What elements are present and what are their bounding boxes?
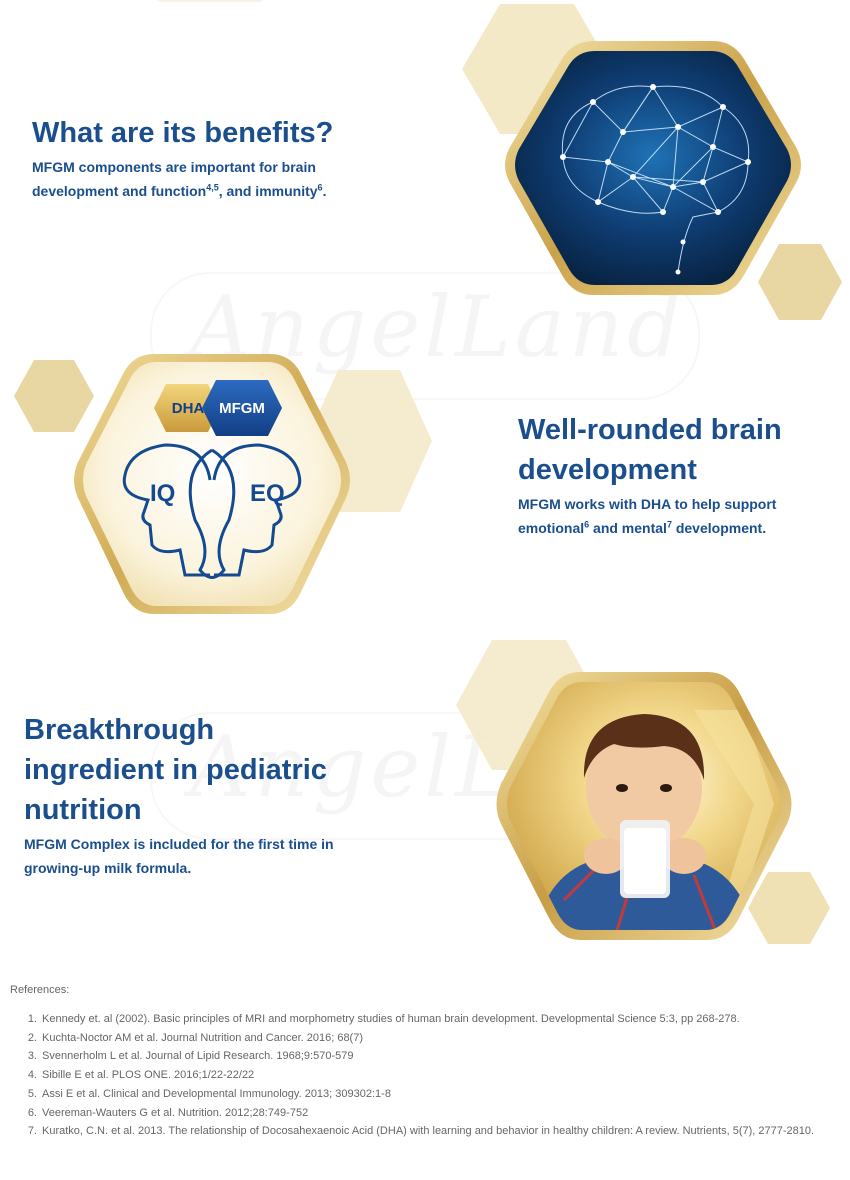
reference-number: 6. (27, 1106, 37, 1119)
reference-item: 4. Sibille E et al. PLOS ONE. 2016;1/22-2… (10, 1066, 845, 1085)
reference-number: 2. (27, 1031, 37, 1044)
brain-citation-7: 7 (666, 519, 672, 530)
benefits-body-line2c: . (322, 183, 327, 199)
iq-eq-heads-icon (74, 354, 350, 614)
benefits-body: MFGM components are important for brain … (32, 155, 432, 203)
reference-text: Kennedy et. al (2002). Basic principles … (42, 1013, 740, 1025)
brain-development-heading-line1: Well-rounded brain (518, 414, 782, 446)
breakthrough-heading-line2: ingredient in pediatric (24, 754, 327, 786)
reference-item: 3. Svennerholm L et al. Journal of Lipid … (10, 1047, 845, 1066)
hexagon-decoration-icon (156, 0, 264, 2)
reference-number: 4. (27, 1069, 37, 1082)
reference-text: Sibille E et al. PLOS ONE. 2016;1/22-22/… (42, 1069, 255, 1082)
reference-number: 3. (27, 1050, 37, 1063)
badge-dha: DHA (171, 400, 205, 417)
brain-citation-6: 6 (584, 519, 590, 530)
brain-development-heading-line2: development (518, 454, 697, 486)
brain-development-body-line2a: emotional (518, 520, 585, 536)
reference-text: Assi E et al. Clinical and Developmental… (42, 1087, 391, 1100)
brain-development-body-line2b: and mental (589, 520, 667, 536)
reference-text: Svennerholm L et al. Journal of Lipid Re… (42, 1050, 354, 1063)
reference-number: 5. (27, 1087, 37, 1100)
hexagon-decoration-icon (758, 244, 842, 320)
reference-number: 1. (27, 1013, 37, 1025)
brain-development-body: MFGM works with DHA to help support emot… (518, 492, 838, 540)
breakthrough-section: Breakthrough ingredient in pediatric nut… (0, 640, 850, 960)
label-eq: EQ (250, 480, 285, 507)
reference-item: 6. Veereman-Wauters G et al. Nutrition. 2… (10, 1104, 845, 1123)
breakthrough-body-line2: growing-up milk formula. (24, 860, 192, 876)
benefits-body-line2a: development and function (32, 183, 207, 199)
brain-development-body-line2c: development. (671, 520, 767, 536)
reference-item: 5. Assi E et al. Clinical and Development… (10, 1085, 845, 1104)
benefits-citation-4-5: 4,5 (206, 182, 219, 193)
references: References: 1. Kennedy et. al (2002). Bas… (10, 984, 845, 1141)
breakthrough-body-line1: MFGM Complex is included for the first t… (24, 836, 334, 852)
benefits-body-line2b: , and immunity (218, 183, 318, 199)
reference-item: 2. Kuchta-Noctor AM et al. Journal Nutrit… (10, 1029, 845, 1048)
hexagon-decoration-icon (14, 360, 94, 432)
label-iq: IQ (150, 480, 176, 507)
brain-development-body-line1: MFGM works with DHA to help support (518, 496, 777, 512)
reference-item: 7. Kuratko, C.N. et al. 2013. The relatio… (10, 1122, 845, 1141)
watermark-frame-1 (150, 272, 700, 400)
child-drinking-milk-icon (496, 672, 792, 940)
brain-development-section: DHA MFGM IQ EQ Well-rounded brain develo… (0, 330, 850, 630)
reference-text: Veereman-Wauters G et al. Nutrition. 201… (42, 1106, 309, 1119)
reference-number: 7. (27, 1125, 37, 1138)
benefits-citation-6: 6 (317, 182, 323, 193)
breakthrough-heading-line1: Breakthrough (24, 714, 215, 746)
benefits-body-line1: MFGM components are important for brain (32, 159, 316, 175)
references-list: 1. Kennedy et. al (2002). Basic principle… (10, 1010, 845, 1141)
breakthrough-heading-line3: nutrition (24, 794, 142, 826)
breakthrough-heading: Breakthrough ingredient in pediatric nut… (24, 710, 327, 830)
brain-network-icon (505, 41, 801, 295)
references-title: References: (10, 984, 70, 996)
benefits-heading: What are its benefits? (32, 117, 334, 149)
hexagon-decoration-icon (748, 872, 830, 944)
brain-development-heading: Well-rounded brain development (518, 410, 782, 490)
reference-text: Kuchta-Noctor AM et al. Journal Nutritio… (42, 1031, 364, 1044)
reference-text: Kuratko, C.N. et al. 2013. The relations… (42, 1125, 815, 1138)
badge-mfgm: MFGM (219, 400, 265, 417)
reference-item: 1. Kennedy et. al (2002). Basic principle… (10, 1010, 845, 1029)
breakthrough-body: MFGM Complex is included for the first t… (24, 832, 444, 880)
benefits-section: What are its benefits? MFGM components a… (0, 0, 850, 320)
